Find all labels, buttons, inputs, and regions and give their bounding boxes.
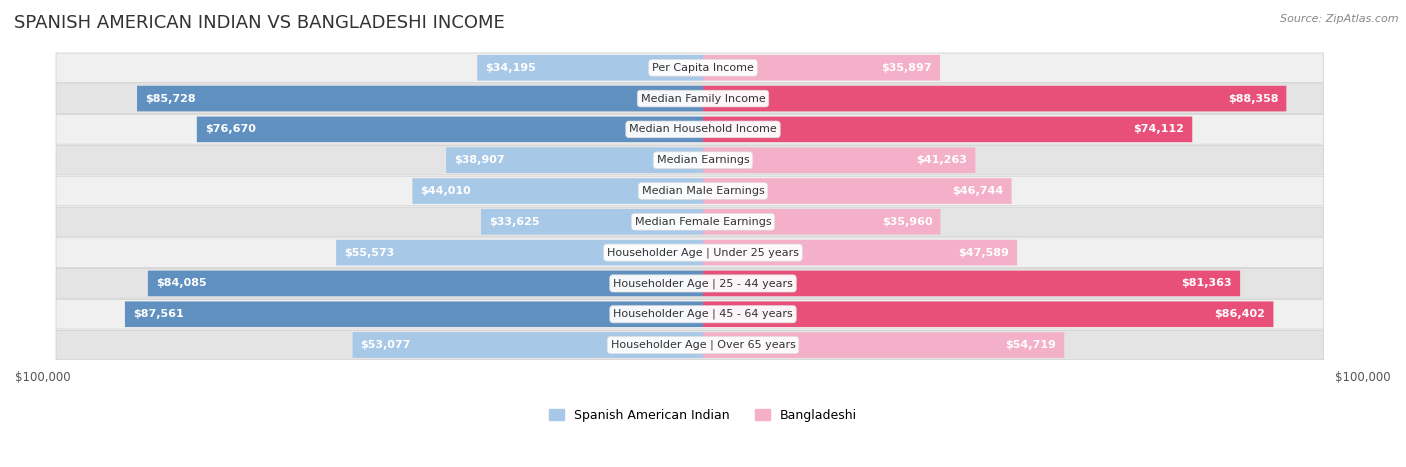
Text: $47,589: $47,589 [959, 248, 1010, 258]
Text: $86,402: $86,402 [1215, 309, 1265, 319]
Text: $55,573: $55,573 [344, 248, 394, 258]
Text: $85,728: $85,728 [145, 93, 195, 104]
FancyBboxPatch shape [197, 117, 703, 142]
Text: $54,719: $54,719 [1005, 340, 1056, 350]
FancyBboxPatch shape [703, 209, 941, 234]
Text: Median Male Earnings: Median Male Earnings [641, 186, 765, 196]
Text: $44,010: $44,010 [420, 186, 471, 196]
Text: Householder Age | Over 65 years: Householder Age | Over 65 years [610, 340, 796, 350]
FancyBboxPatch shape [56, 84, 1323, 113]
FancyBboxPatch shape [56, 176, 1323, 206]
Text: Householder Age | 25 - 44 years: Householder Age | 25 - 44 years [613, 278, 793, 289]
Text: Median Earnings: Median Earnings [657, 155, 749, 165]
FancyBboxPatch shape [56, 207, 1323, 237]
Text: $88,358: $88,358 [1227, 93, 1278, 104]
FancyBboxPatch shape [703, 148, 976, 173]
FancyBboxPatch shape [703, 178, 1011, 204]
Text: $81,363: $81,363 [1181, 278, 1232, 289]
FancyBboxPatch shape [703, 55, 941, 81]
FancyBboxPatch shape [56, 330, 1323, 360]
Legend: Spanish American Indian, Bangladeshi: Spanish American Indian, Bangladeshi [550, 409, 856, 422]
FancyBboxPatch shape [477, 55, 703, 81]
FancyBboxPatch shape [703, 240, 1017, 265]
FancyBboxPatch shape [56, 269, 1323, 298]
FancyBboxPatch shape [56, 299, 1323, 329]
Text: Median Family Income: Median Family Income [641, 93, 765, 104]
Text: Householder Age | 45 - 64 years: Householder Age | 45 - 64 years [613, 309, 793, 319]
FancyBboxPatch shape [56, 114, 1323, 144]
Text: $33,625: $33,625 [489, 217, 540, 227]
Text: Source: ZipAtlas.com: Source: ZipAtlas.com [1281, 14, 1399, 24]
Text: Median Household Income: Median Household Income [628, 124, 778, 134]
Text: $87,561: $87,561 [132, 309, 184, 319]
FancyBboxPatch shape [56, 53, 1323, 83]
Text: $74,112: $74,112 [1133, 124, 1184, 134]
FancyBboxPatch shape [703, 86, 1286, 112]
FancyBboxPatch shape [412, 178, 703, 204]
FancyBboxPatch shape [353, 332, 703, 358]
Text: $38,907: $38,907 [454, 155, 505, 165]
Text: $53,077: $53,077 [360, 340, 411, 350]
Text: $35,897: $35,897 [882, 63, 932, 73]
Text: Per Capita Income: Per Capita Income [652, 63, 754, 73]
FancyBboxPatch shape [136, 86, 703, 112]
Text: $41,263: $41,263 [917, 155, 967, 165]
FancyBboxPatch shape [56, 238, 1323, 268]
Text: $46,744: $46,744 [952, 186, 1004, 196]
Text: $34,195: $34,195 [485, 63, 536, 73]
FancyBboxPatch shape [148, 270, 703, 296]
Text: $35,960: $35,960 [882, 217, 932, 227]
FancyBboxPatch shape [703, 270, 1240, 296]
FancyBboxPatch shape [703, 117, 1192, 142]
Text: Median Female Earnings: Median Female Earnings [634, 217, 772, 227]
FancyBboxPatch shape [336, 240, 703, 265]
FancyBboxPatch shape [481, 209, 703, 234]
FancyBboxPatch shape [446, 148, 703, 173]
Text: SPANISH AMERICAN INDIAN VS BANGLADESHI INCOME: SPANISH AMERICAN INDIAN VS BANGLADESHI I… [14, 14, 505, 32]
Text: $84,085: $84,085 [156, 278, 207, 289]
FancyBboxPatch shape [56, 145, 1323, 175]
FancyBboxPatch shape [703, 301, 1274, 327]
Text: $76,670: $76,670 [205, 124, 256, 134]
FancyBboxPatch shape [703, 332, 1064, 358]
Text: Householder Age | Under 25 years: Householder Age | Under 25 years [607, 248, 799, 258]
FancyBboxPatch shape [125, 301, 703, 327]
